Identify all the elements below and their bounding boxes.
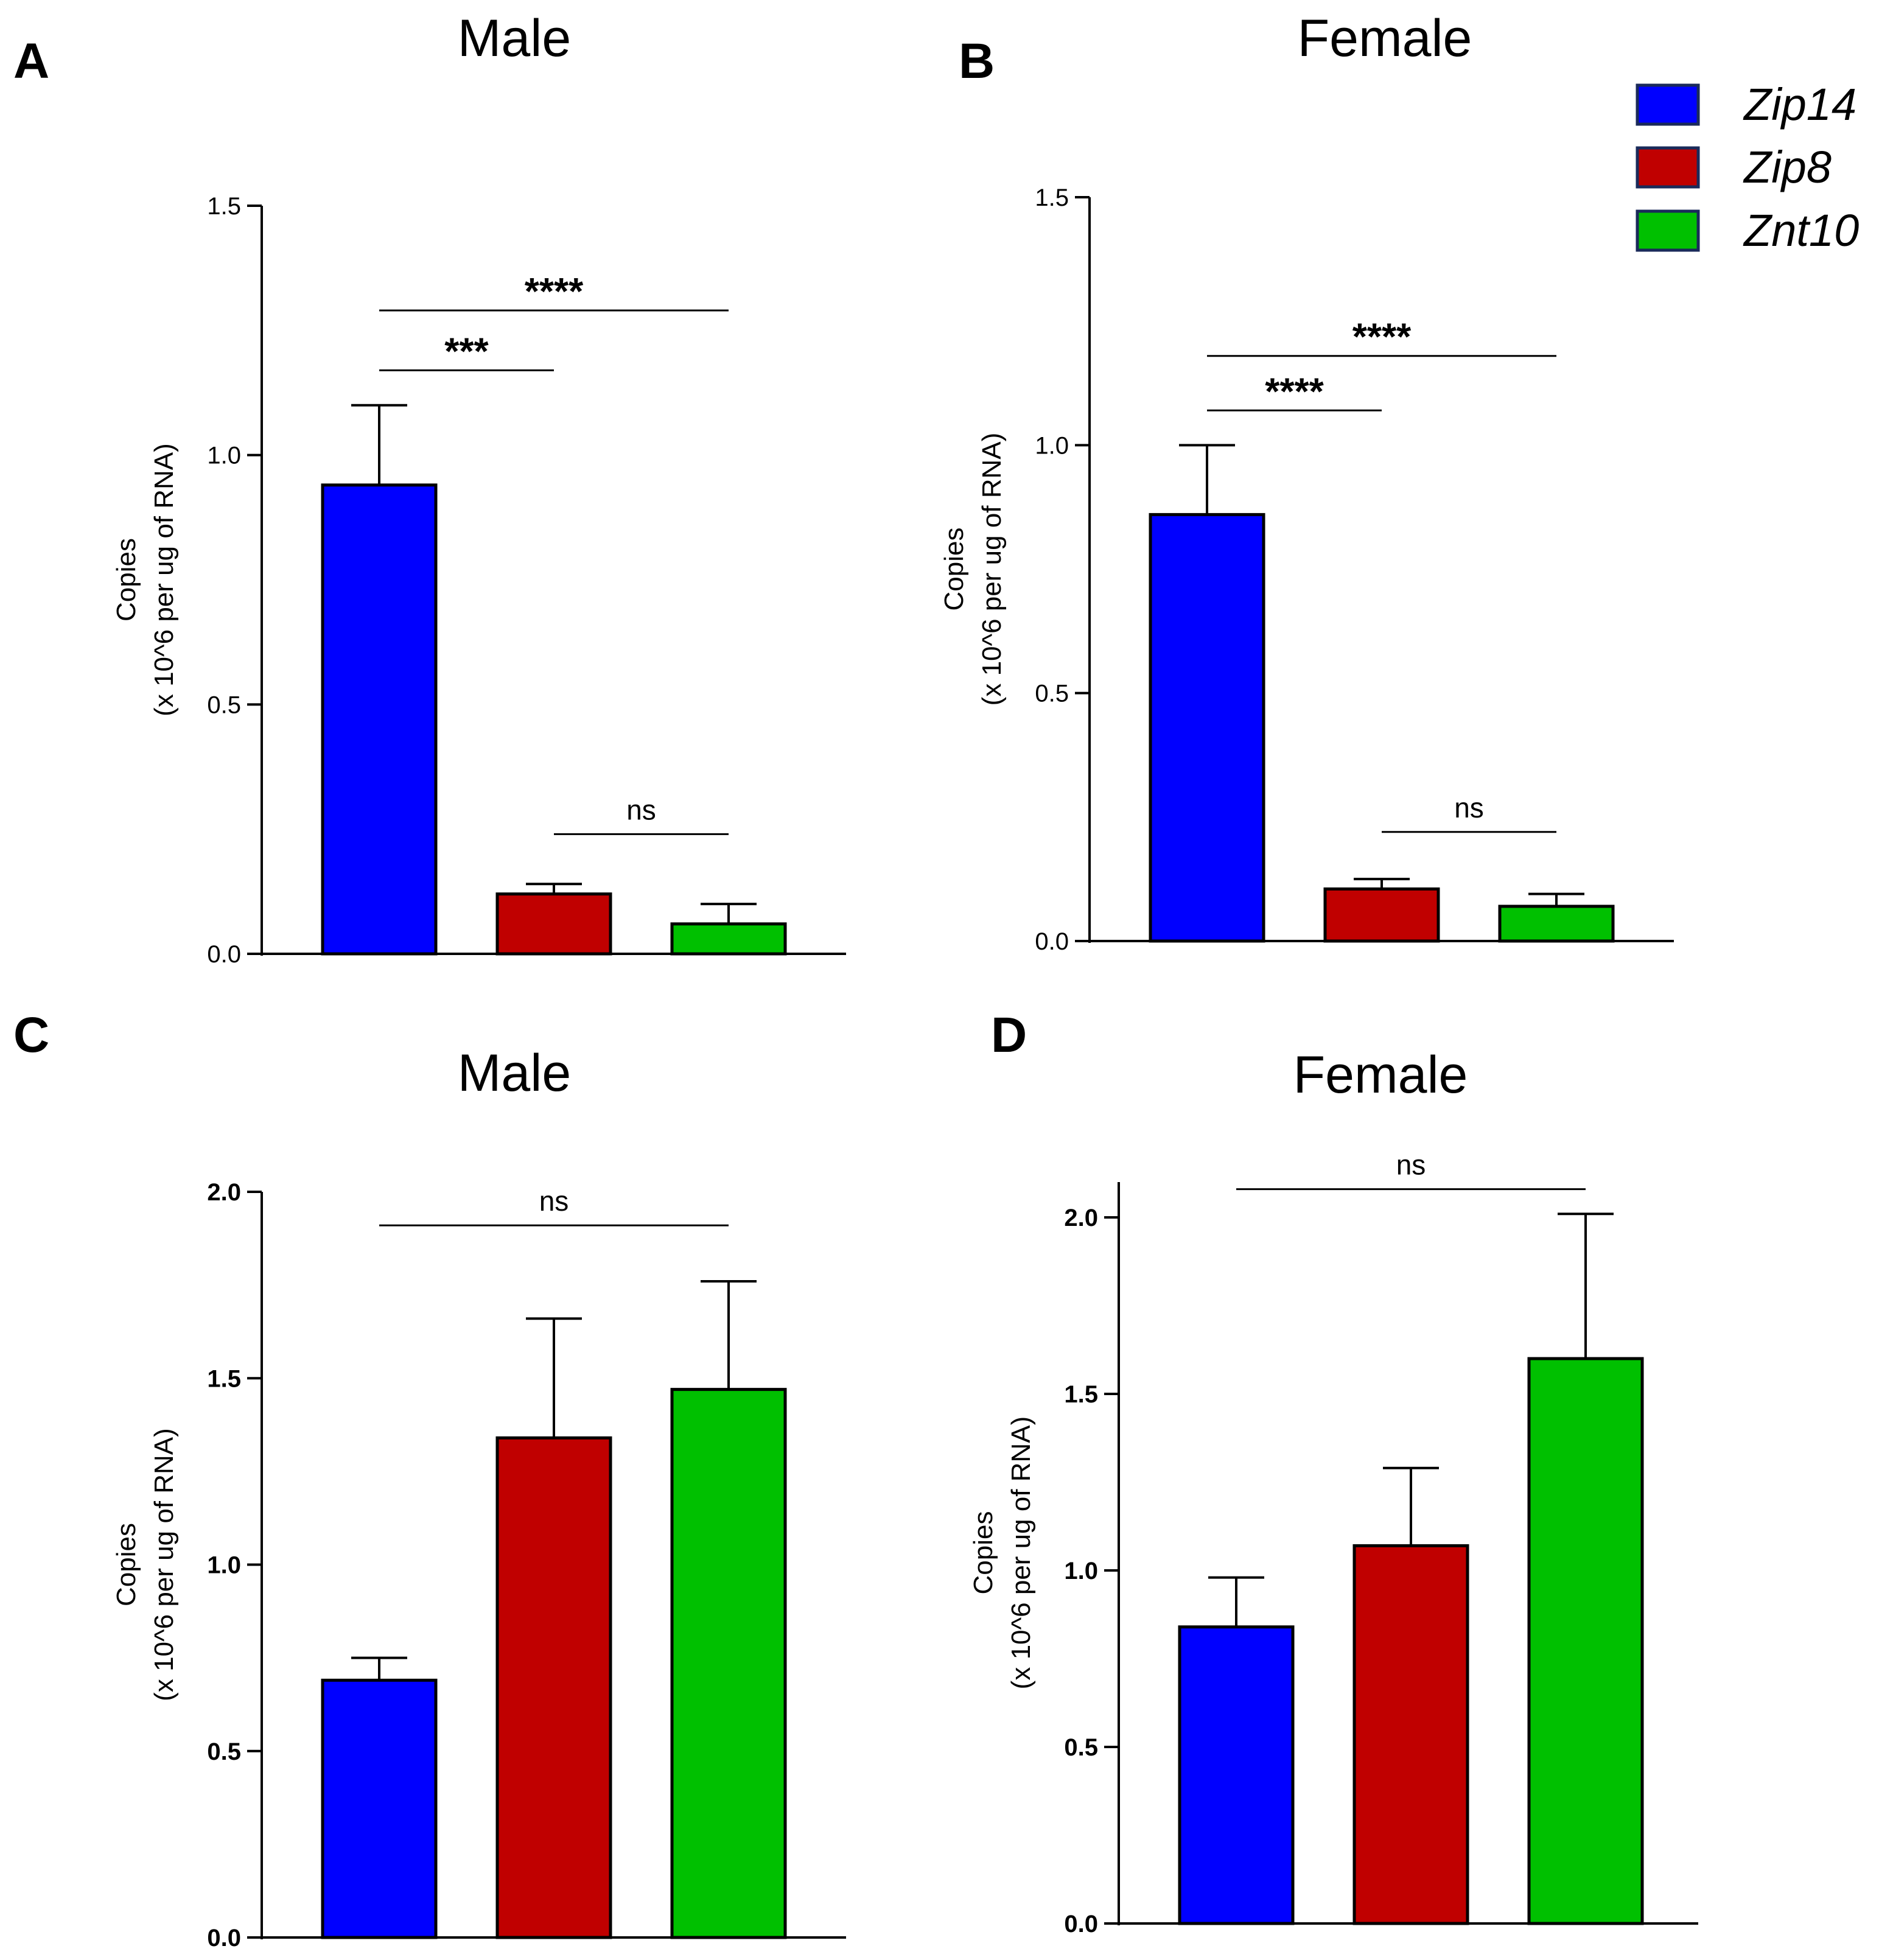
y-tick-label: 0.5 bbox=[207, 691, 241, 718]
y-tick-label: 1.0 bbox=[207, 1552, 241, 1579]
y-tick-label: 1.5 bbox=[207, 193, 241, 220]
y-tick-label: 0.0 bbox=[1064, 1911, 1098, 1937]
bar-znt10 bbox=[670, 1388, 787, 1939]
bar-znt10 bbox=[1527, 1357, 1644, 1925]
legend-swatch-znt10 bbox=[1636, 209, 1700, 252]
chart-panel-d: 0.0 0.5 1.0 1.5 2.0 Copies (x 10^6 per ug of R… bbox=[968, 1149, 1698, 1937]
bar-zip8 bbox=[495, 892, 612, 956]
y-axis-label-line1: Copies bbox=[111, 1523, 141, 1606]
y-axis-label: Copies (x 10^6 per ug of RNA) bbox=[939, 433, 1007, 706]
y-tick-label: 0.0 bbox=[207, 1925, 241, 1951]
y-tick-label: 0.5 bbox=[1064, 1734, 1098, 1761]
bar-zip14 bbox=[321, 483, 438, 956]
y-axis-label-line1: Copies bbox=[111, 538, 141, 621]
y-tick-label: 1.0 bbox=[1064, 1558, 1098, 1584]
y-tick-label: 0.5 bbox=[1035, 681, 1069, 707]
significance-label: **** bbox=[1265, 371, 1324, 413]
y-axis-label-line2: (x 10^6 per ug of RNA) bbox=[1006, 1416, 1036, 1690]
significance-label: **** bbox=[1352, 317, 1412, 359]
bar-znt10 bbox=[1498, 905, 1615, 943]
y-tick-label: 1.5 bbox=[1035, 184, 1069, 211]
significance-label: ns bbox=[1396, 1149, 1426, 1181]
y-tick-label: 2.0 bbox=[1064, 1205, 1098, 1231]
chart-panel-b: 0.0 0.5 1.0 1.5 Copies (x 10^6 per ug of RNA)… bbox=[939, 184, 1674, 955]
panel-letter-a: A bbox=[13, 33, 49, 89]
panel-letter-b: B bbox=[959, 33, 995, 89]
y-axis-label-line1: Copies bbox=[968, 1511, 998, 1595]
significance-label: *** bbox=[444, 331, 489, 373]
panel-title-c: Male bbox=[458, 1044, 571, 1102]
panel-title-d: Female bbox=[1293, 1046, 1468, 1104]
legend-label-zip8: Zip8 bbox=[1743, 142, 1832, 192]
panel-title-b: Female bbox=[1298, 9, 1472, 68]
y-tick-label: 1.0 bbox=[207, 443, 241, 469]
panel-title-a: Male bbox=[458, 9, 571, 68]
y-axis-label-line1: Copies bbox=[939, 528, 969, 611]
bar-zip8 bbox=[1352, 1544, 1469, 1925]
significance-label: **** bbox=[525, 271, 584, 313]
chart-panel-c: 0.0 0.5 1.0 1.5 2.0 Copies (x 10^6 per ug of R… bbox=[111, 1179, 846, 1951]
bar-zip14 bbox=[321, 1678, 438, 1939]
panel-letter-c: C bbox=[13, 1007, 49, 1063]
legend: Zip14 Zip8 Znt10 bbox=[1636, 79, 1859, 256]
y-tick-label: 0.0 bbox=[207, 941, 241, 968]
y-axis-label: Copies (x 10^6 per ug of RNA) bbox=[111, 1428, 179, 1701]
panel-letter-d: D bbox=[991, 1007, 1027, 1063]
y-tick-label: 1.5 bbox=[207, 1365, 241, 1392]
y-tick-label: 1.5 bbox=[1064, 1381, 1098, 1408]
y-axis-label: Copies (x 10^6 per ug of RNA) bbox=[111, 443, 179, 716]
significance-label: ns bbox=[1454, 792, 1484, 824]
bar-zip8 bbox=[1323, 887, 1440, 943]
legend-swatch-zip14 bbox=[1636, 83, 1700, 126]
chart-panel-a: 0.0 0.5 1.0 1.5 Copies (x 10^6 per ug of RNA)… bbox=[111, 193, 846, 968]
y-tick-label: 2.0 bbox=[207, 1179, 241, 1206]
y-axis-label-line2: (x 10^6 per ug of RNA) bbox=[149, 1428, 179, 1701]
significance-label: ns bbox=[626, 794, 656, 825]
y-axis-label-line2: (x 10^6 per ug of RNA) bbox=[149, 443, 179, 716]
y-axis-label: Copies (x 10^6 per ug of RNA) bbox=[968, 1416, 1036, 1690]
legend-swatch-zip8 bbox=[1636, 146, 1700, 189]
bar-zip14 bbox=[1149, 513, 1265, 943]
significance-label: ns bbox=[539, 1185, 569, 1217]
bar-znt10 bbox=[670, 922, 787, 956]
y-tick-label: 0.5 bbox=[207, 1738, 241, 1765]
legend-label-znt10: Znt10 bbox=[1743, 205, 1859, 256]
y-tick-label: 0.0 bbox=[1035, 928, 1069, 955]
bar-zip8 bbox=[495, 1436, 612, 1939]
bar-zip14 bbox=[1178, 1625, 1295, 1925]
y-tick-label: 1.0 bbox=[1035, 432, 1069, 459]
legend-label-zip14: Zip14 bbox=[1743, 79, 1856, 130]
y-axis-label-line2: (x 10^6 per ug of RNA) bbox=[977, 433, 1007, 706]
